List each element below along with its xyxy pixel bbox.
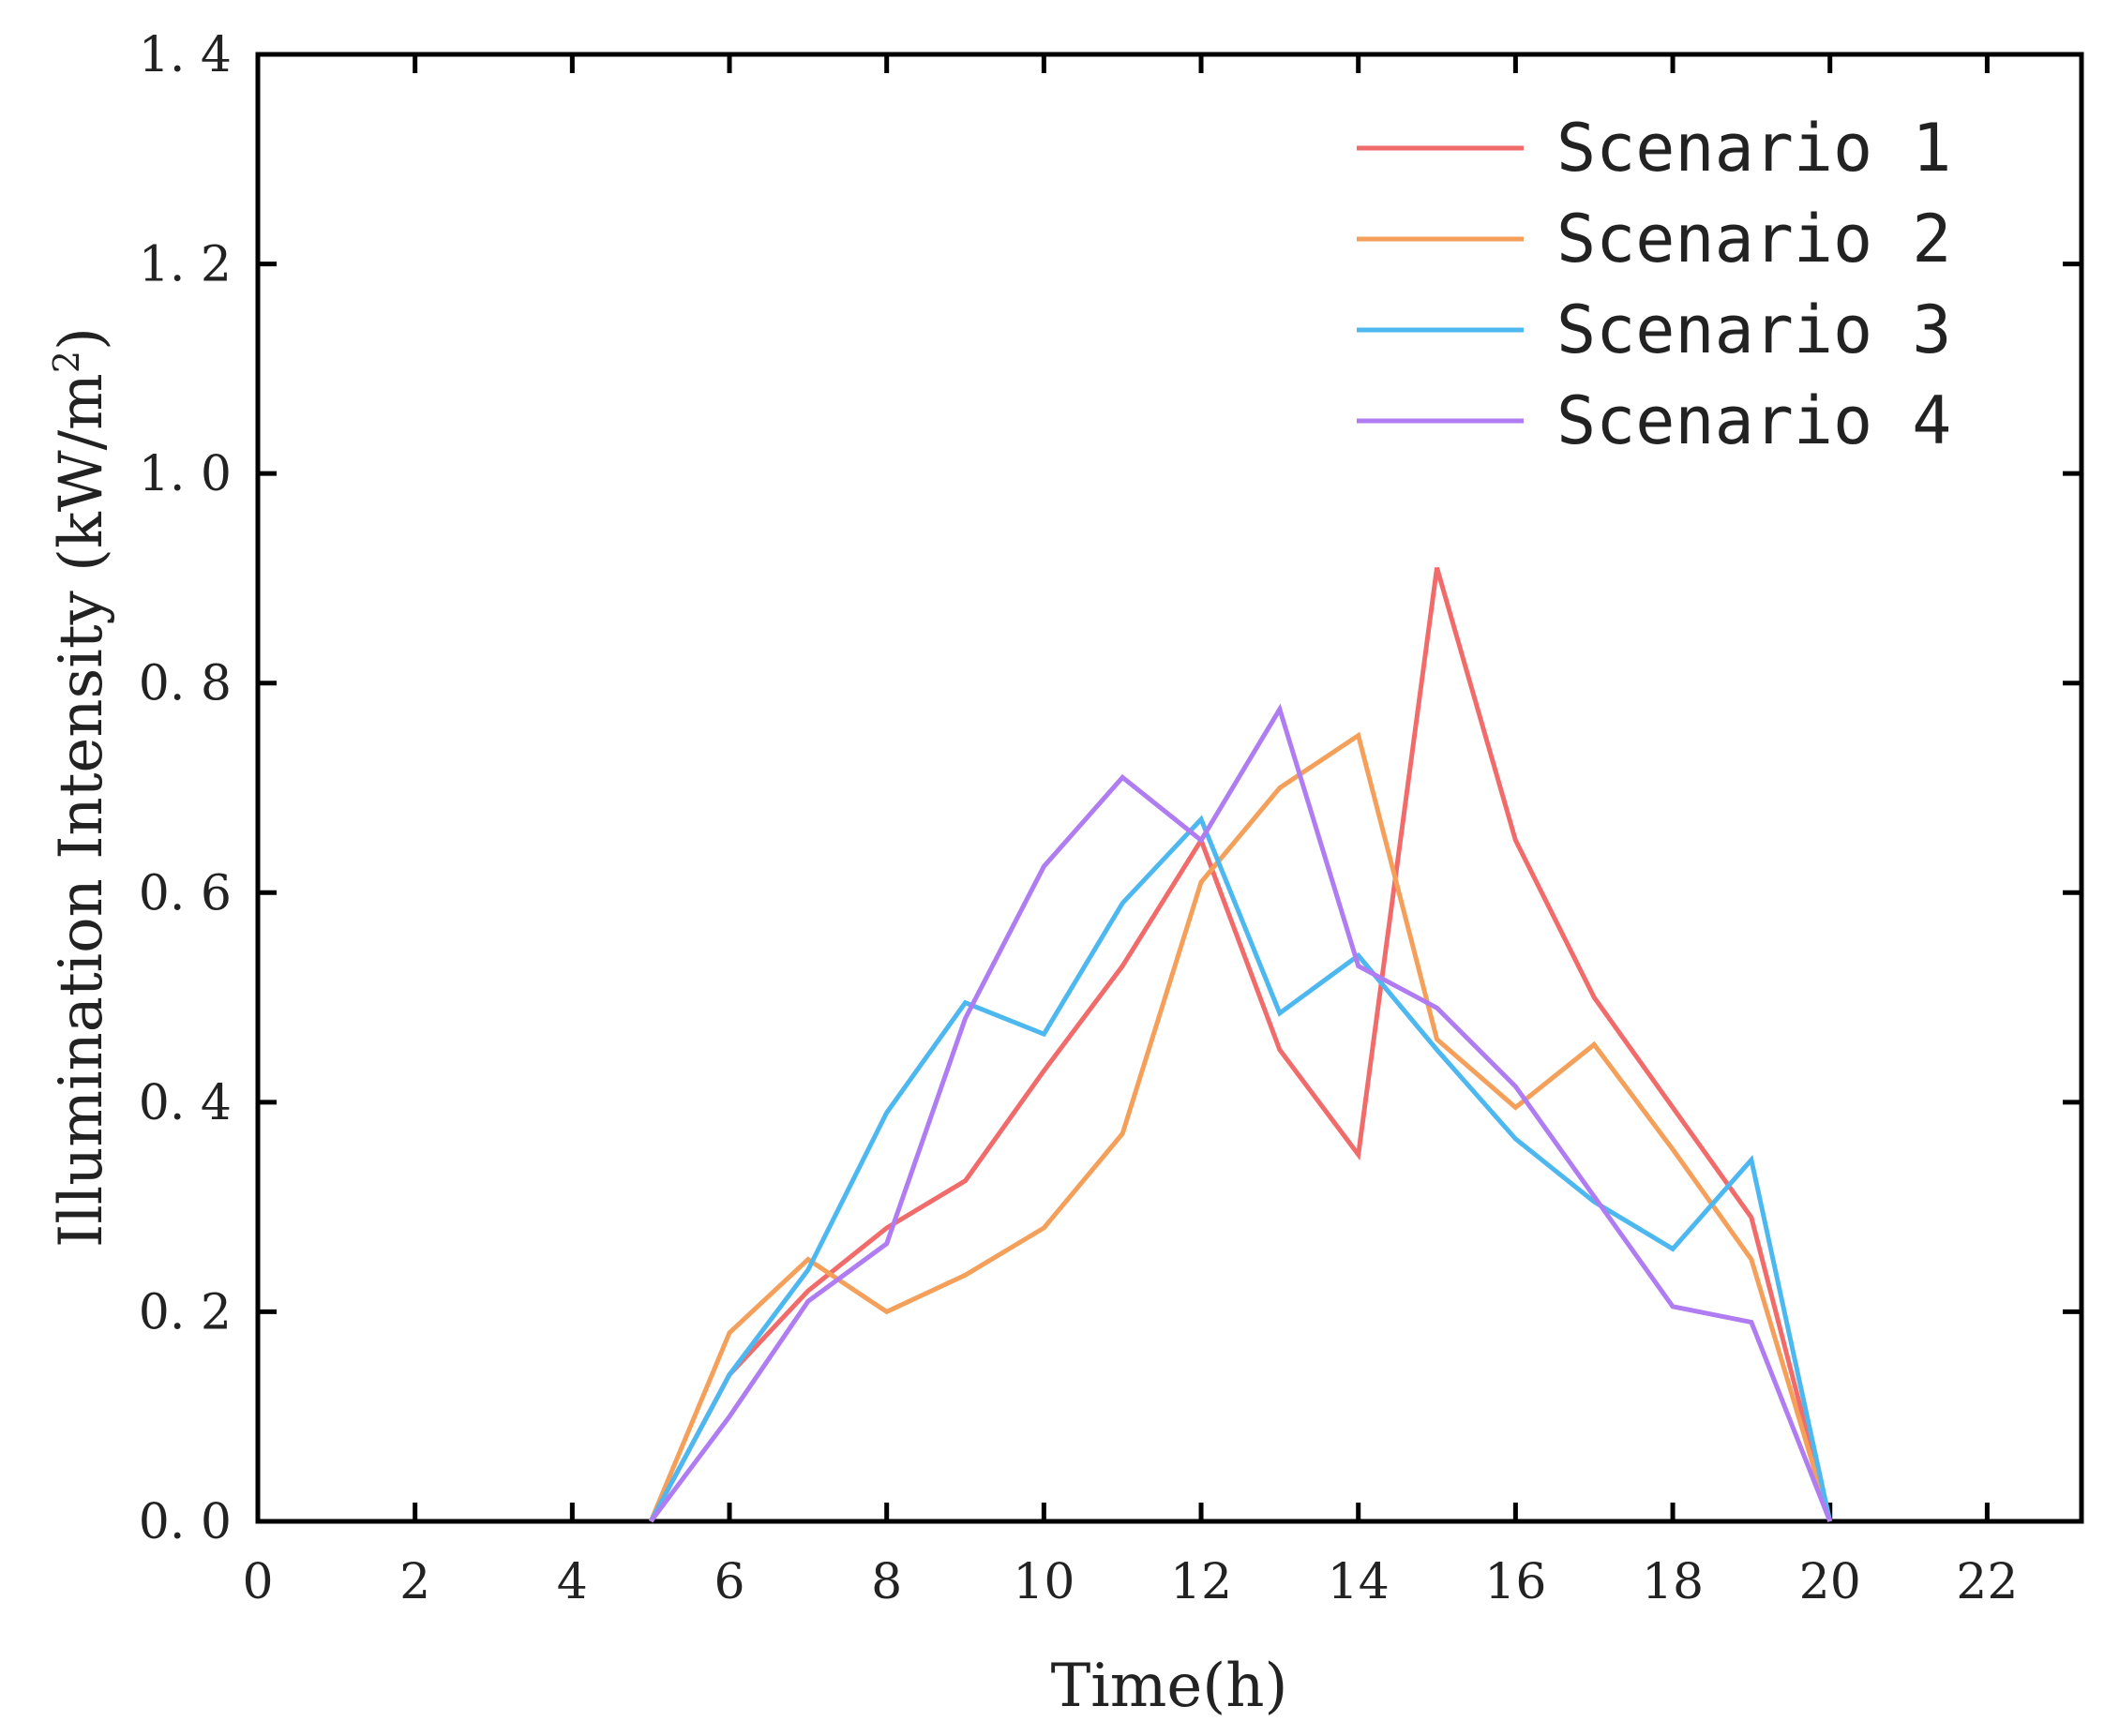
series-line-scenario-2 [648,731,1833,1522]
x-axis: 0 2 4 6 8 10 12 14 16 18 20 22 [242,54,2018,1610]
x-tick-label: 18 [1642,1554,1704,1610]
x-tick-label: 10 [1013,1554,1075,1610]
series-line-scenario-3 [648,815,1833,1523]
x-tick-label: 8 [871,1554,902,1610]
series-lines [648,567,1833,1523]
y-axis-title-sup: 2 [46,351,87,373]
legend: Scenario 1 Scenario 2 Scenario 3 Scenario 4 [1357,110,1951,459]
x-tick-label: 20 [1799,1554,1861,1610]
series-line-scenario-1 [648,567,1833,1523]
x-tick-label: 16 [1484,1554,1546,1610]
y-axis-title: Illumination Intensity (kW/m2) [46,327,116,1248]
x-tick-label: 4 [557,1554,588,1610]
legend-label: Scenario 1 [1556,110,1951,187]
y-tick-label: 0. 8 [139,656,232,712]
x-tick-label: 0 [242,1554,273,1610]
y-axis-title-main: Illumination Intensity (kW/m [47,373,116,1248]
y-axis-title-close: ) [47,327,116,351]
legend-label: Scenario 3 [1556,292,1951,368]
x-tick-label: 14 [1328,1554,1390,1610]
legend-label: Scenario 2 [1556,201,1951,277]
y-tick-label: 1. 0 [139,446,232,502]
y-tick-label: 0. 0 [139,1494,232,1550]
x-axis-title: Time(h) [1051,1652,1288,1721]
x-tick-label: 2 [399,1554,430,1610]
series-line-scenario-4 [649,703,1833,1523]
y-tick-label: 1. 2 [139,237,232,293]
y-tick-label: 0. 2 [139,1284,232,1340]
plot-frame [255,52,2084,1524]
x-tick-label: 6 [714,1554,744,1610]
y-tick-label: 0. 6 [139,865,232,921]
y-tick-label: 0. 4 [139,1075,232,1131]
x-tick-label: 12 [1170,1554,1232,1610]
x-tick-label: 22 [1956,1554,2018,1610]
y-tick-label: 1. 4 [139,27,232,83]
y-axis: 0. 0 0. 2 0. 4 0. 6 0. 8 1. 0 1. 2 1. 4 [139,27,2081,1550]
legend-label: Scenario 4 [1556,382,1951,459]
